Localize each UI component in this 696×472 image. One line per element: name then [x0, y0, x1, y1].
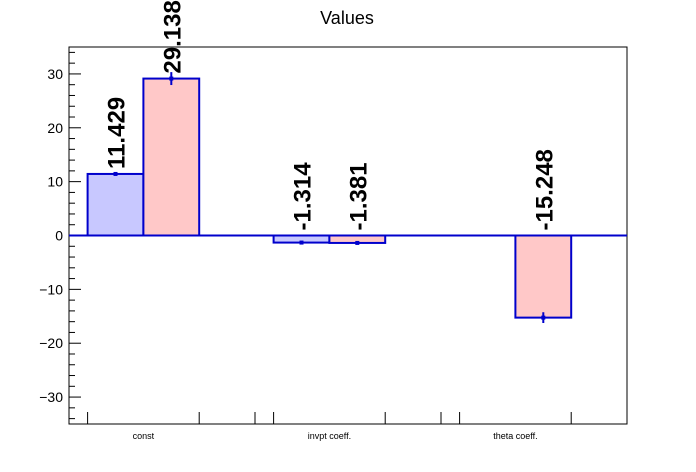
- error-marker: [169, 76, 174, 81]
- y-tick-label: 30: [47, 66, 63, 82]
- y-tick-label: 10: [47, 174, 63, 190]
- bar: [142, 77, 201, 237]
- y-tick-label: −20: [39, 335, 63, 351]
- data-label: -1.314: [290, 162, 317, 231]
- data-labels: 11.429 -1.314 29.138 -1.381 -15.248: [104, 0, 559, 230]
- x-category-label: invpt coeff.: [308, 431, 351, 441]
- data-label: -1.381: [345, 162, 372, 230]
- error-marker: [299, 240, 304, 245]
- error-marker: [355, 240, 360, 245]
- data-label: 29.138: [159, 0, 186, 73]
- y-tick-label: 20: [47, 120, 63, 136]
- bar: [514, 234, 573, 319]
- data-label: -15.248: [531, 149, 558, 230]
- x-category-label: const: [133, 431, 155, 441]
- chart-title: Values: [320, 8, 374, 28]
- data-label: 11.429: [104, 97, 131, 169]
- bars: [86, 72, 573, 324]
- y-tick-label: −30: [39, 389, 63, 405]
- y-tick-label: 0: [55, 228, 63, 244]
- y-tick-label: −10: [39, 281, 63, 297]
- x-category-label: theta coeff.: [493, 431, 537, 441]
- error-marker: [541, 315, 546, 320]
- bar: [86, 172, 145, 237]
- error-marker: [113, 171, 118, 176]
